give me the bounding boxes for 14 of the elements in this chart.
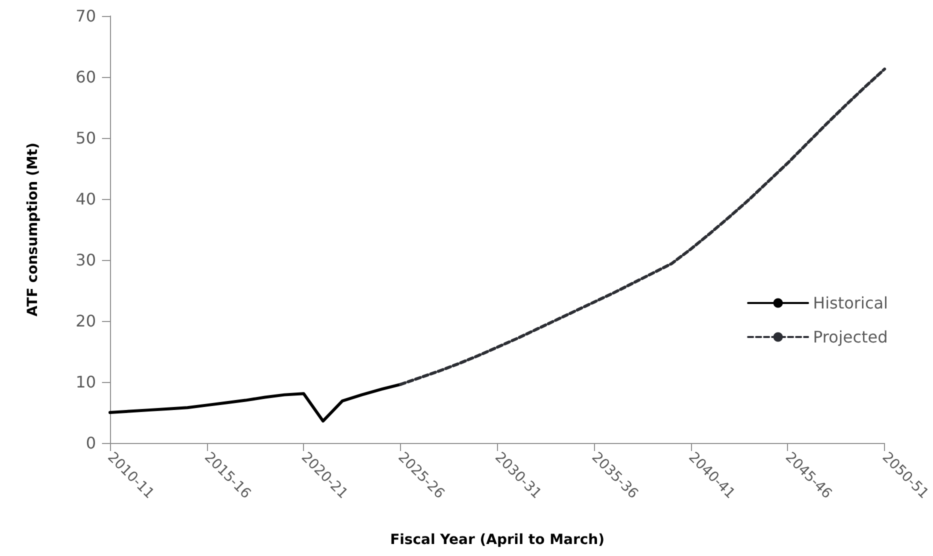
x-axis-title: Fiscal Year (April to March) — [390, 532, 605, 548]
line-series — [398, 68, 886, 386]
y-tick-label: 10 — [76, 372, 96, 392]
line-series — [108, 382, 402, 423]
legend-label: Historical — [813, 294, 888, 312]
y-tick-label: 20 — [76, 312, 96, 330]
y-tick-label: 40 — [76, 190, 96, 208]
y-tick-label: 0 — [86, 434, 96, 452]
legend-label: Projected — [813, 328, 888, 346]
y-tick-label: 30 — [76, 250, 96, 270]
y-axis-title: ATF consumption (Mt) — [25, 142, 41, 316]
y-tick-label: 70 — [76, 6, 96, 26]
y-tick-label: 50 — [76, 128, 96, 148]
y-tick-label: 60 — [76, 68, 96, 86]
